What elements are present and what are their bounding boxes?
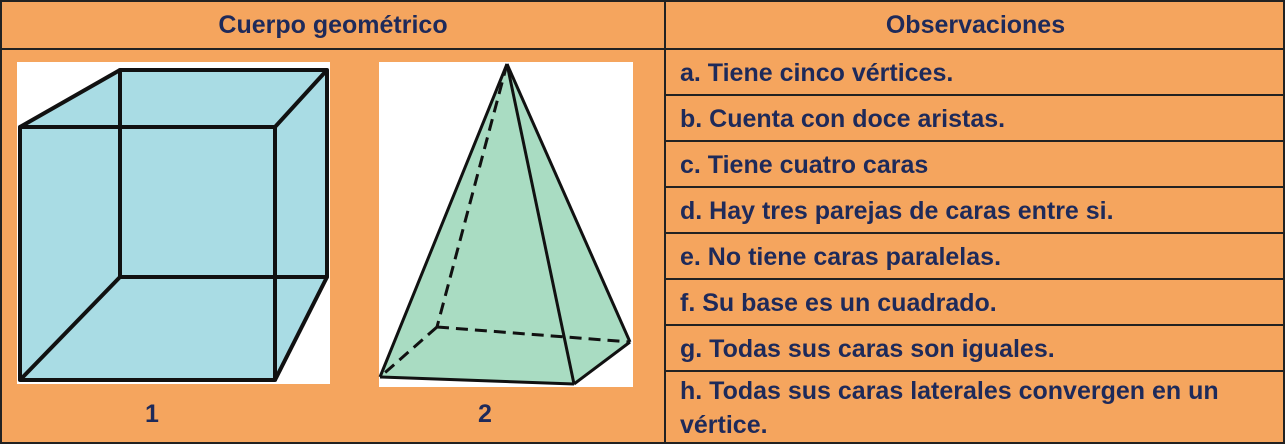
row-line bbox=[666, 324, 1285, 326]
observation: b. Cuenta con doce aristas. bbox=[680, 105, 1006, 133]
header-cell: Observaciones bbox=[885, 11, 1066, 39]
observation: e. No tiene caras paralelas. bbox=[680, 243, 1002, 271]
column-line bbox=[664, 2, 666, 444]
row-line bbox=[666, 370, 1285, 372]
row-line bbox=[666, 278, 1285, 280]
figure-label: 1 bbox=[145, 400, 159, 428]
observation: a. Tiene cinco vértices. bbox=[680, 59, 954, 87]
row-line bbox=[666, 232, 1285, 234]
observation: d. Hay tres parejas de caras entre si. bbox=[680, 197, 1114, 225]
figure-label: 2 bbox=[478, 400, 492, 428]
row-line bbox=[666, 186, 1285, 188]
pyramid bbox=[378, 63, 632, 386]
row-line bbox=[2, 48, 1285, 50]
row-line bbox=[666, 140, 1285, 142]
header-cell: Cuerpo geométrico bbox=[218, 11, 448, 39]
observation: f. Su base es un cuadrado. bbox=[680, 289, 997, 317]
row-line bbox=[666, 94, 1285, 96]
figures bbox=[17, 62, 633, 387]
cube bbox=[18, 68, 329, 382]
observation: g. Todas sus caras son iguales. bbox=[680, 335, 1055, 363]
observation: c. Tiene cuatro caras bbox=[680, 151, 929, 179]
observation: h. Todas sus caras laterales convergen e… bbox=[680, 377, 1219, 439]
